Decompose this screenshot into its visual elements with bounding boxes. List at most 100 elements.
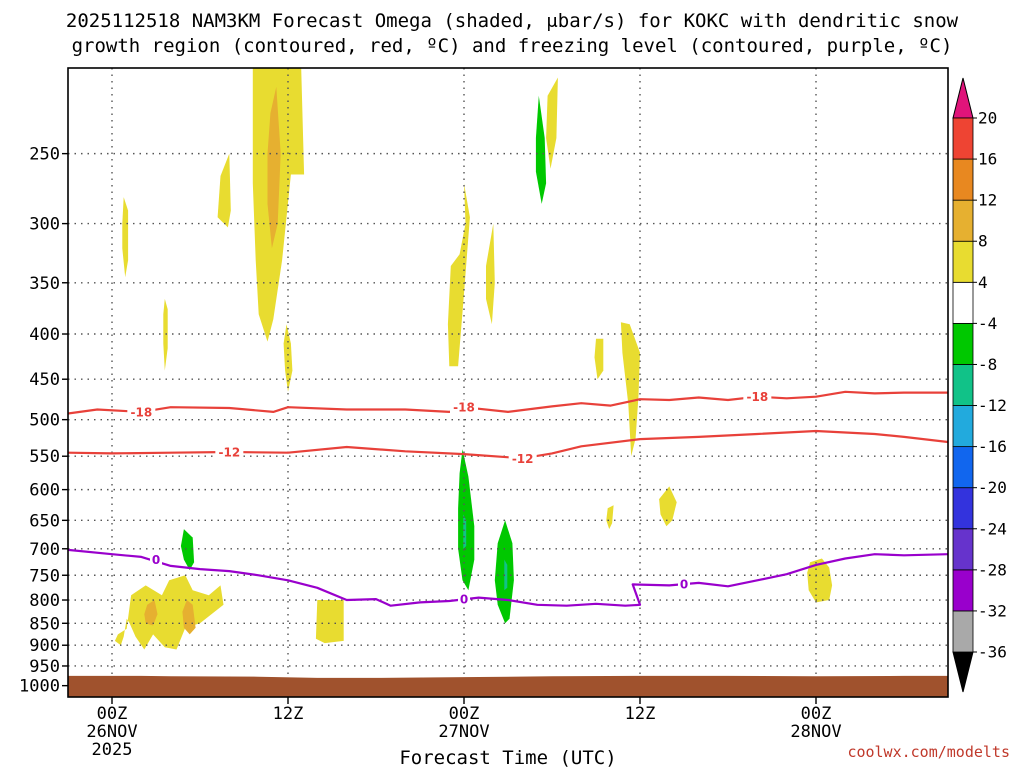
colorbar-bin (952, 364, 974, 406)
omega-shaded-region (182, 600, 196, 635)
x-tick-label: 00Z (801, 704, 832, 724)
colorbar-label: 4 (978, 273, 988, 292)
x-tick-label: 2025 (92, 740, 133, 760)
colorbar-bin (952, 158, 974, 201)
colorbar-bin (952, 322, 974, 365)
omega-shaded-region (458, 449, 475, 591)
colorbar-bin (952, 446, 974, 489)
omega-shaded-region (180, 529, 195, 571)
omega-shaded-region (283, 324, 293, 392)
y-tick-label: 350 (29, 274, 60, 294)
contour-label-bg (215, 445, 244, 460)
x-tick-label: 00Z (449, 704, 480, 724)
contour-label-bg (678, 576, 690, 591)
contour-label: 0 (460, 593, 468, 607)
y-tick-label: 1000 (19, 677, 60, 697)
y-axis: 2503003504004505005506006507007508008509… (19, 145, 68, 697)
dendritic-growth-contour (68, 390, 948, 415)
contour-label: -18 (130, 405, 152, 419)
colorbar-label: -24 (978, 519, 1007, 538)
colorbar-label: -8 (978, 355, 997, 374)
y-tick-label: 450 (29, 370, 60, 390)
ground-terrain (68, 675, 948, 697)
y-tick-label: 900 (29, 636, 60, 656)
colorbar-bin (952, 528, 974, 571)
omega-shaded-region (447, 183, 470, 367)
contour-label: -12 (512, 452, 534, 466)
contour-label-bg (127, 404, 156, 419)
x-tick-label: 00Z (97, 704, 128, 724)
colorbar-label: 8 (978, 232, 988, 251)
contour-label-bg (450, 400, 478, 415)
x-tick-label: 12Z (273, 704, 304, 724)
contour-label-bg (508, 451, 537, 466)
omega-shaded-region (535, 95, 547, 204)
plot-frame (67, 67, 949, 698)
omega-shaded-region (114, 575, 224, 650)
omega-shaded-region (163, 298, 168, 371)
omega-shaded-region (144, 600, 158, 626)
y-tick-label: 600 (29, 481, 60, 501)
omega-shaded-region (504, 559, 508, 591)
omega-shaded-region (486, 223, 495, 325)
omega-shaded-region (606, 505, 614, 530)
y-tick-label: 550 (29, 447, 60, 467)
colorbar-label: 12 (978, 191, 997, 210)
y-tick-label: 300 (29, 215, 60, 235)
x-tick-label: 26NOV (86, 722, 137, 742)
contour-label: 0 (152, 553, 160, 567)
colorbar-bin (952, 610, 974, 653)
x-tick-label: 27NOV (438, 722, 489, 742)
omega-shaded-region (217, 153, 231, 228)
contour-label: 0 (680, 577, 688, 591)
colorbar-bin (952, 487, 974, 530)
colorbar-bin (952, 281, 974, 324)
y-tick-label: 500 (29, 411, 60, 431)
omega-shaded-region (546, 77, 558, 169)
colorbar: 20 16 12 8 4 -4 -8 -12 -16 -20 -24 -28 -32 -36 (952, 77, 1007, 693)
y-tick-label: 250 (29, 145, 60, 165)
contour-label-bg (743, 389, 772, 404)
contours: -18 -18 -18 -12 -12 0 0 0 (68, 389, 948, 607)
contour-label-bg (458, 592, 470, 607)
contour-label: -18 (453, 401, 475, 415)
plot-area: -18 -18 -18 -12 -12 0 0 0 (67, 67, 949, 698)
x-tick-label: 28NOV (790, 722, 841, 742)
y-tick-label: 850 (29, 614, 60, 634)
colorbar-bin (952, 569, 974, 612)
chart-title-line-2: growth region (contoured, red, ºC) and f… (72, 35, 953, 57)
y-tick-label: 800 (29, 591, 60, 611)
freezing-level-contour (68, 548, 948, 607)
omega-shaded-region (594, 338, 604, 380)
contour-label-bg (150, 552, 162, 567)
y-tick-label: 400 (29, 325, 60, 345)
grid-lines (68, 68, 948, 697)
colorbar-over-arrow (952, 77, 974, 119)
colorbar-label: -36 (978, 643, 1007, 662)
colorbar-bin (952, 405, 974, 448)
colorbar-under-arrow (952, 651, 974, 693)
colorbar-label: -16 (978, 437, 1007, 456)
credit-link[interactable]: coolwx.com/modelts (847, 743, 1010, 761)
omega-shaded-region (315, 600, 344, 644)
colorbar-bin (952, 199, 974, 242)
omega-shaded-region (122, 197, 129, 278)
colorbar-label: -12 (978, 396, 1007, 415)
omega-shaded-region (659, 486, 677, 527)
y-tick-label: 950 (29, 657, 60, 677)
colorbar-label: -28 (978, 560, 1007, 579)
chart-title-line-1: 2025112518 NAM3KM Forecast Omega (shaded… (66, 10, 959, 32)
colorbar-bin (952, 240, 974, 283)
x-axis-label: Forecast Time (UTC) (399, 747, 616, 768)
colorbar-bin (952, 117, 974, 160)
colorbar-label: 16 (978, 150, 997, 169)
colorbar-label: -4 (978, 314, 997, 333)
colorbar-label: -20 (978, 478, 1007, 497)
contour-label: -12 (218, 446, 240, 460)
y-tick-label: 750 (29, 566, 60, 586)
omega-shaded-region (267, 86, 281, 249)
x-tick-label: 12Z (625, 704, 656, 724)
omega-shading (114, 68, 833, 650)
